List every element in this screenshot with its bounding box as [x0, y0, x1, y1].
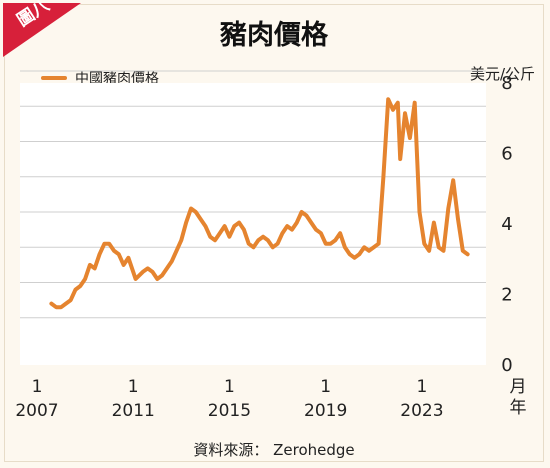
x-tick-month: 1 [128, 377, 139, 397]
y-tick-label: 4 [501, 214, 512, 235]
x-tick-month: 1 [224, 377, 235, 397]
y-tick-label: 0 [501, 355, 512, 376]
chart-title: 豬肉價格 [220, 20, 328, 51]
x-tick-year: 2023 [400, 401, 443, 421]
x-tick-month: 1 [32, 377, 43, 397]
x-unit-month: 月 [510, 377, 527, 397]
x-tick-year: 2007 [15, 401, 58, 421]
y-tick-label: 6 [501, 144, 512, 165]
legend-swatch [41, 76, 67, 80]
x-unit-year: 年 [510, 398, 527, 418]
x-tick-month: 1 [320, 377, 331, 397]
y-axis-unit: 美元/公斤 [469, 65, 535, 83]
y-tick-label: 2 [501, 285, 512, 306]
x-tick-year: 2015 [208, 401, 251, 421]
x-tick-month: 1 [416, 377, 427, 397]
source-note: 資料來源： Zerohedge [193, 441, 355, 459]
series-line-pork-price [49, 97, 470, 310]
x-tick-year: 2011 [112, 401, 155, 421]
x-tick-year: 2019 [304, 401, 347, 421]
y-tick-label: 8 [501, 73, 512, 94]
